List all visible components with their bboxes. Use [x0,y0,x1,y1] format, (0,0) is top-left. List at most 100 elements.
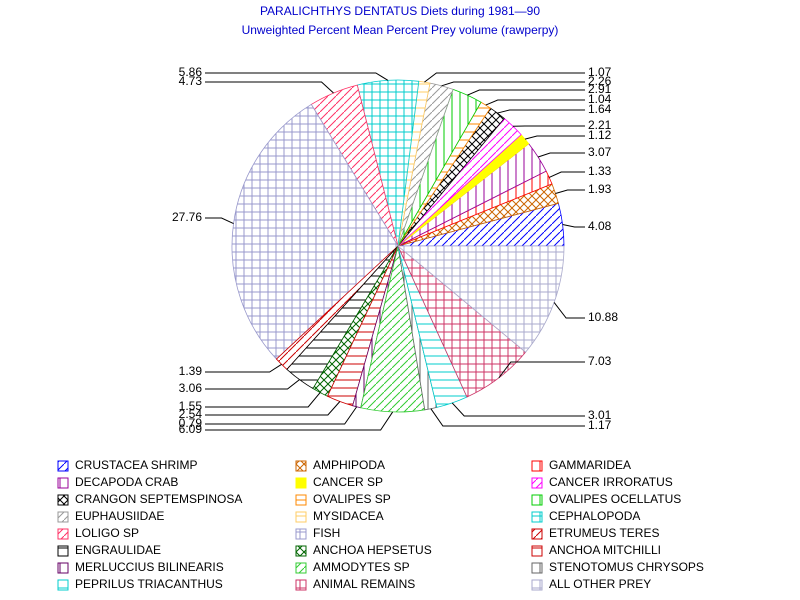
legend-label: CRUSTACEA SHRIMP [75,458,197,472]
leader-line [205,411,394,431]
chart-title: PARALICHTHYS DENTATUS Diets during 1981—… [260,4,540,18]
leader-line [524,135,585,140]
value-label: 1.04 [588,92,612,106]
legend-swatch [295,511,307,523]
value-label: 3.07 [588,145,612,159]
legend-label: CRANGON SEPTEMSPINOSA [75,492,242,506]
legend-label: FISH [313,526,340,540]
legend-swatch [295,494,307,506]
legend-swatch [57,477,69,489]
value-label: 1.12 [588,128,612,142]
value-label: 2.21 [588,118,612,132]
value-label: 6.09 [179,422,203,436]
value-label: 4.08 [588,219,612,233]
leader-line [205,379,300,390]
legend-swatch [531,545,543,557]
value-label: 1.07 [588,65,612,79]
value-label: 2.54 [179,407,203,421]
legend-label: OVALIPES OCELLATUS [549,492,681,506]
legend-label: AMMODYTES SP [313,560,410,574]
legend-swatch [531,528,543,540]
legend-label: AMPHIPODA [313,458,385,472]
legend-swatch [295,545,307,557]
leader-line [205,81,334,94]
value-label: 10.88 [588,310,618,324]
legend-label: ETRUMEUS TERES [549,526,659,540]
legend-swatch [531,494,543,506]
leader-line [205,401,341,416]
legend-label: ANCHOA MITCHILLI [549,543,661,557]
legend-swatch [57,528,69,540]
legend-label: ENGRAULIDAE [75,543,161,557]
legend-label: ANIMAL REMAINS [313,577,415,591]
value-label: 2.91 [588,82,612,96]
value-label: 1.93 [588,182,612,196]
value-label: 4.73 [179,74,203,88]
legend-label: DECAPODA CRAB [75,475,178,489]
leader-line [205,72,389,81]
legend-label: ALL OTHER PREY [549,577,651,591]
leader-line [467,89,585,96]
value-label: 2.26 [588,74,612,88]
legend-swatch [295,528,307,540]
leader-line [205,363,282,373]
legend-label: OVALIPES SP [313,492,391,506]
value-label: 3.01 [588,408,612,422]
value-label: 1.33 [588,164,612,178]
legend-swatch [57,494,69,506]
value-label: 1.17 [588,418,612,432]
leader-line [548,171,585,178]
value-label: 27.76 [172,210,202,224]
pie-slice [231,103,399,360]
legend-label: EUPHAUSIIDAE [75,509,164,523]
legend-label: ANCHOA HEPSETUS [313,543,432,557]
legend-swatch [57,562,69,574]
leader-line [555,189,585,194]
legend-swatch [531,460,543,472]
legend-swatch [531,477,543,489]
value-label: 1.39 [179,364,203,378]
legend-label: CANCER SP [313,475,383,489]
legend-label: LOLIGO SP [75,526,139,540]
legend-swatch [57,511,69,523]
legend-swatch [57,545,69,557]
legend-swatch [295,562,307,574]
legend-swatch [531,562,543,574]
legend-label: CANCER IRRORATUS [549,475,673,489]
leader-line [562,223,585,228]
legend-swatch [295,460,307,472]
chart-subtitle: Unweighted Percent Mean Percent Prey vol… [242,23,559,37]
legend-swatch [531,579,543,591]
leader-line [497,109,585,114]
leader-line [498,361,585,379]
legend-swatch [57,460,69,472]
legend-label: CEPHALOPODA [549,509,640,523]
legend-label: STENOTOMUS CHRYSOPS [549,560,704,574]
legend-label: PEPRILUS TRIACANTHUS [75,577,223,591]
value-label: 3.06 [179,381,203,395]
legend-label: MERLUCCIUS BILINEARIS [75,560,224,574]
value-label: 0.79 [179,416,203,430]
leader-line [451,402,585,417]
legend-swatch [531,511,543,523]
legend-swatch [295,477,307,489]
leader-line [205,392,321,408]
leader-line [205,406,358,425]
value-label: 1.64 [588,102,612,116]
pie-slice [396,245,565,353]
legend-swatch [57,579,69,591]
leader-line [537,152,585,158]
legend-swatch [295,579,307,591]
value-label: 7.03 [588,354,612,368]
leader-line [441,81,585,87]
legend-label: GAMMARIDEA [549,458,631,472]
leader-line [485,99,585,106]
legend-label: MYSIDACEA [313,509,384,523]
leader-line [430,408,585,427]
value-label: 1.55 [179,399,203,413]
leader-line [553,302,585,319]
leader-line [424,72,585,83]
value-label: 5.86 [179,65,203,79]
leader-line [205,217,234,224]
